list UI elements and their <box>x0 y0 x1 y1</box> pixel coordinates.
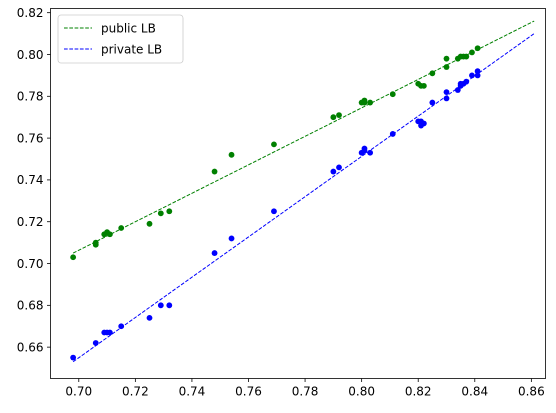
data-point-private <box>70 354 77 361</box>
data-point-public <box>157 210 164 217</box>
data-point-public <box>443 55 450 62</box>
legend-label-private: private LB <box>101 43 162 57</box>
data-point-private <box>146 314 153 321</box>
data-point-private <box>118 323 125 330</box>
data-point-private <box>469 72 475 79</box>
x-tick-label: 0.86 <box>518 385 545 399</box>
data-point-private <box>271 208 277 215</box>
data-point-public <box>429 70 436 77</box>
y-tick-label: 0.82 <box>17 6 44 20</box>
y-tick-label: 0.78 <box>17 90 44 104</box>
x-tick-label: 0.76 <box>235 385 262 399</box>
data-point-private <box>474 68 481 75</box>
y-tick-label: 0.80 <box>17 48 44 62</box>
data-point-public <box>361 99 368 106</box>
axes <box>50 8 546 379</box>
data-point-private <box>330 168 337 175</box>
data-point-private <box>454 87 461 93</box>
data-point-private <box>429 99 436 106</box>
y-tick-label: 0.76 <box>17 131 44 145</box>
data-point-private <box>211 250 218 256</box>
x-tick-label: 0.70 <box>65 385 92 399</box>
data-point-public <box>330 114 337 121</box>
data-point-public <box>228 151 235 158</box>
x-tick-label: 0.72 <box>122 385 149 399</box>
data-point-public <box>443 64 450 70</box>
data-point-private <box>367 149 374 156</box>
fit-lines <box>72 20 535 363</box>
y-tick-label: 0.72 <box>17 215 44 229</box>
data-point-public <box>146 220 153 227</box>
data-point-public <box>211 168 218 175</box>
legend-box <box>57 14 184 64</box>
data-point-private <box>228 235 235 242</box>
fit-line-private <box>72 33 535 363</box>
data-points <box>70 45 481 361</box>
x-tick-label: 0.80 <box>348 385 375 399</box>
y-axis-ticks: 0.66 0.68 0.70 0.72 0.74 0.76 0.78 0.80 0.82 <box>17 6 51 354</box>
legend-label-public: public LB <box>101 22 156 36</box>
data-point-public <box>389 91 396 98</box>
data-point-public <box>367 99 374 106</box>
data-point-public <box>463 53 470 60</box>
data-point-private <box>443 95 450 102</box>
data-point-private <box>474 72 481 79</box>
data-point-public <box>166 208 173 215</box>
data-point-public <box>92 239 99 246</box>
data-point-private <box>336 164 342 171</box>
data-point-private <box>92 340 99 346</box>
x-tick-label: 0.82 <box>405 385 432 399</box>
data-point-public <box>271 141 277 148</box>
data-point-public <box>469 49 475 56</box>
x-axis-ticks: 0.70 0.72 0.74 0.76 0.78 0.80 0.82 0.84 0.86 <box>65 378 545 399</box>
x-tick-label: 0.74 <box>179 385 206 399</box>
data-point-private <box>420 120 427 127</box>
y-tick-label: 0.70 <box>17 257 44 271</box>
legend: public LB private LB <box>57 14 184 64</box>
data-point-public <box>336 112 342 119</box>
y-tick-label: 0.68 <box>17 299 44 313</box>
x-tick-label: 0.78 <box>292 385 319 399</box>
data-point-private <box>361 147 368 154</box>
data-point-private <box>463 78 470 85</box>
data-point-public <box>474 45 481 52</box>
y-tick-label: 0.74 <box>17 173 44 187</box>
plot-frame <box>50 8 546 379</box>
data-point-private <box>157 302 164 309</box>
data-point-private <box>389 131 396 137</box>
data-point-public <box>420 82 427 89</box>
data-point-private <box>166 302 173 309</box>
data-point-private <box>107 329 113 336</box>
data-point-private <box>443 89 450 96</box>
y-tick-label: 0.66 <box>17 340 44 354</box>
data-point-public <box>118 225 125 231</box>
x-tick-label: 0.84 <box>461 385 488 399</box>
data-point-public <box>70 254 77 261</box>
data-point-public <box>107 231 113 238</box>
